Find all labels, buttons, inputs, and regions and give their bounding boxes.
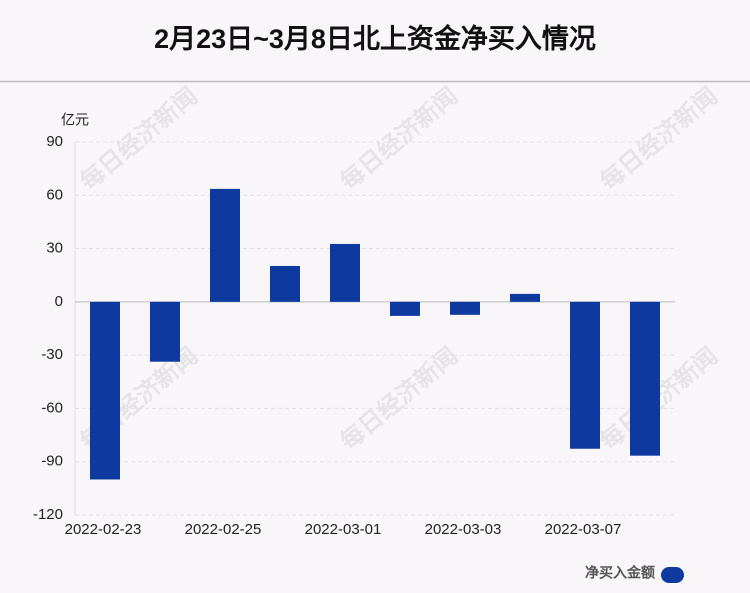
y-tick-label: 90 xyxy=(46,133,63,150)
y-tick-label: -90 xyxy=(41,453,63,470)
bar xyxy=(210,188,240,302)
bar xyxy=(450,301,480,315)
legend-label: 净买入金额 xyxy=(585,565,655,581)
x-tick-label: 2022-03-07 xyxy=(545,521,622,538)
bar xyxy=(330,243,360,302)
bar xyxy=(90,301,120,480)
y-tick-label: 0 xyxy=(55,293,63,310)
y-tick-label: -30 xyxy=(41,346,63,363)
bar xyxy=(150,301,180,362)
x-tick-label: 2022-03-01 xyxy=(305,521,382,538)
bar xyxy=(270,265,300,302)
bar xyxy=(630,301,660,456)
bar xyxy=(510,293,540,302)
y-tick-label: 60 xyxy=(46,186,63,203)
x-tick-label: 2022-03-03 xyxy=(425,521,502,538)
x-tick-label: 2022-02-25 xyxy=(185,521,262,538)
bar xyxy=(390,301,420,316)
y-unit: 亿元 xyxy=(61,112,89,128)
y-tick-label: -120 xyxy=(33,506,63,523)
legend-swatch xyxy=(661,567,684,583)
bar xyxy=(570,301,600,449)
y-tick-label: -60 xyxy=(41,399,63,416)
x-tick-label: 2022-02-23 xyxy=(65,521,142,538)
y-tick-label: 30 xyxy=(46,240,63,257)
chart-title: 2月23日~3月8日北上资金净买入情况 xyxy=(154,23,596,54)
